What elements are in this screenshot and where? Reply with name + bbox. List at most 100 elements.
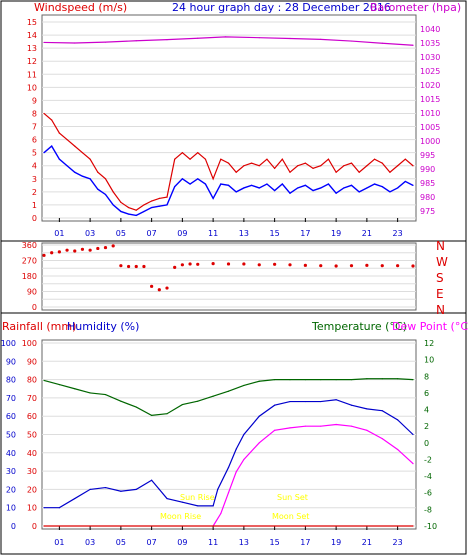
- wind-gust-line-point: [74, 145, 76, 147]
- x-tick-label: 15: [270, 538, 280, 547]
- wind-avg-line-point: [274, 189, 276, 192]
- wind-avg-line-point: [112, 204, 114, 206]
- y2-tick-label: 1025: [420, 67, 440, 76]
- y2-tick-label: -6: [424, 489, 432, 498]
- barometer-line-point: [350, 40, 353, 42]
- dewpoint-line-point: [289, 427, 291, 429]
- dewpoint-line-point: [412, 463, 414, 465]
- humidity-line-point: [412, 433, 414, 436]
- humidity-line-point: [227, 466, 230, 469]
- y-tick-label: 14: [27, 31, 37, 40]
- y2-tick-label: 1000: [420, 137, 440, 146]
- humidity-title: Humidity (%): [67, 320, 139, 333]
- x-tick-label: 07: [147, 538, 157, 547]
- wind-avg-line-point: [404, 180, 406, 183]
- rain-tick-label: 80: [27, 376, 37, 385]
- wind-avg-line-point: [266, 183, 268, 185]
- wind-gust-line-point: [327, 158, 330, 160]
- direction-point: [80, 247, 85, 251]
- barometer-line-point: [224, 36, 227, 38]
- wind-gust-line-point: [250, 162, 253, 164]
- humidity-line-point: [366, 408, 368, 410]
- dewpoint-line-point: [320, 425, 322, 427]
- humidity-line-point: [89, 488, 91, 490]
- x-tick-label: 05: [116, 538, 126, 547]
- humidity-line-point: [151, 479, 153, 481]
- wind-gust-line-point: [227, 162, 230, 164]
- y-tick-label: 0: [32, 214, 37, 223]
- rain-tick-label: 60: [27, 412, 37, 421]
- wind-gust-line-point: [312, 167, 314, 169]
- y2-tick-label: 1030: [420, 53, 440, 62]
- temperature-line-point: [366, 378, 368, 380]
- wind-gust-line-point: [412, 165, 414, 167]
- wind-avg-line-point: [43, 152, 45, 154]
- direction-point: [349, 264, 354, 268]
- y2-tick-label: -4: [424, 472, 432, 481]
- wind-gust-line-point: [58, 132, 60, 134]
- rain-tick-label: 90: [27, 357, 37, 366]
- barometer-line-point: [258, 37, 260, 39]
- compass-s: S: [436, 271, 444, 285]
- humidity-line-point: [104, 486, 107, 489]
- y-tick-label: 70: [6, 394, 16, 403]
- x-tick-label: 19: [331, 229, 341, 238]
- wind-avg-line-point: [343, 187, 345, 189]
- wind-avg-line-point: [335, 192, 337, 194]
- wind-gust-line-point: [51, 119, 53, 121]
- y2-tick-label: 1040: [420, 25, 440, 34]
- x-tick-label: 05: [116, 229, 126, 238]
- temperature-line-point: [243, 384, 245, 387]
- direction-point: [180, 263, 184, 267]
- wind-avg-line-point: [412, 184, 414, 186]
- y-tick-label: 10: [27, 83, 37, 92]
- y-tick-label: 9: [32, 96, 37, 105]
- y2-tick-label: 1015: [420, 95, 440, 104]
- y2-tick-label: 4: [424, 406, 429, 415]
- direction-point: [288, 263, 292, 267]
- direction-point: [319, 264, 323, 268]
- y2-tick-label: 995: [420, 151, 435, 160]
- dewpoint-line-point: [366, 429, 368, 431]
- barometer-line-point: [381, 42, 383, 44]
- wind-gust-line-point: [97, 171, 99, 173]
- wind-gust-line-point: [389, 171, 391, 173]
- moon-set-label: Moon Set: [272, 512, 309, 521]
- y2-tick-label: 975: [420, 207, 435, 216]
- x-tick-label: 23: [393, 229, 403, 238]
- temperature-line-point: [74, 388, 76, 390]
- x-tick-label: 13: [239, 229, 249, 238]
- wind-avg-line-point: [373, 183, 376, 185]
- wind-gust-line-point: [358, 171, 360, 173]
- rain-tick-label: 40: [27, 449, 37, 458]
- x-tick-label: 03: [85, 229, 95, 238]
- wind-gust-line-point: [143, 204, 145, 206]
- wind-gust-line-point: [158, 197, 160, 199]
- barometer-line-point: [412, 44, 414, 46]
- temperature-line-point: [43, 379, 45, 382]
- wind-gust-line-point: [350, 162, 353, 164]
- humidity-line-point: [381, 410, 383, 412]
- wind-avg-line-point: [320, 187, 322, 189]
- barometer-line-point: [135, 40, 137, 42]
- y2-tick-label: 6: [424, 389, 429, 398]
- temperature-line-point: [120, 400, 122, 402]
- rainfall-line-point: [43, 525, 45, 527]
- barometer-line-point: [43, 41, 45, 44]
- humidity-line-point: [166, 497, 168, 500]
- wind-gust-line-point: [120, 201, 122, 203]
- dewpoint-line-point: [335, 423, 337, 426]
- wind-avg-line-point: [235, 191, 237, 193]
- dewpoint-line-point: [220, 512, 222, 515]
- x-tick-label: 09: [177, 538, 187, 547]
- direction-point: [242, 262, 246, 266]
- wind-gust-line-point: [104, 178, 107, 180]
- y2-tick-label: 0: [424, 439, 429, 448]
- humidity-line-point: [235, 448, 237, 450]
- wind-avg-line-point: [189, 183, 191, 185]
- temperature-line-point: [381, 378, 383, 380]
- y-tick-label: 30: [6, 467, 16, 476]
- wind-avg-line-point: [204, 183, 207, 185]
- y-tick-label: 90: [27, 288, 37, 297]
- temperature-line-point: [412, 379, 414, 381]
